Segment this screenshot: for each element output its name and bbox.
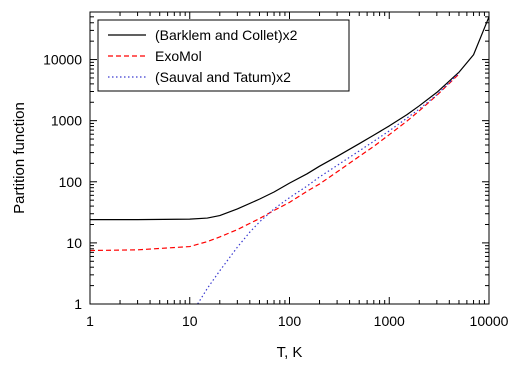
y-axis: 1 10 100 1000 10000 bbox=[43, 11, 489, 312]
series-line-1 bbox=[90, 16, 489, 221]
series-line-3 bbox=[197, 72, 460, 304]
x-tick-label: 1 bbox=[86, 313, 94, 329]
series-line-2 bbox=[90, 73, 460, 252]
legend-label: ExoMol bbox=[155, 48, 202, 64]
x-axis-label: T, K bbox=[277, 344, 303, 361]
legend-label: (Barklem and Collet)x2 bbox=[155, 27, 298, 43]
x-tick-label: 1000 bbox=[374, 313, 405, 329]
legend: (Barklem and Collet)x2 ExoMol (Sauval and … bbox=[97, 19, 350, 92]
legend-label: (Sauval and Tatum)x2 bbox=[155, 69, 291, 85]
y-tick-label: 10000 bbox=[43, 52, 82, 68]
y-tick-label: 10 bbox=[66, 235, 82, 251]
y-axis-label: Partition function bbox=[11, 102, 28, 214]
y-tick-label: 100 bbox=[59, 174, 83, 190]
legend-box bbox=[97, 19, 350, 92]
series-layer bbox=[90, 16, 489, 304]
x-tick-label: 10000 bbox=[470, 313, 509, 329]
y-tick-label: 1 bbox=[74, 296, 82, 312]
x-tick-label: 10 bbox=[182, 313, 198, 329]
y-tick-label: 1000 bbox=[51, 113, 82, 129]
x-tick-label: 100 bbox=[278, 313, 302, 329]
x-axis: 1 10 100 1000 10000 bbox=[86, 12, 509, 329]
